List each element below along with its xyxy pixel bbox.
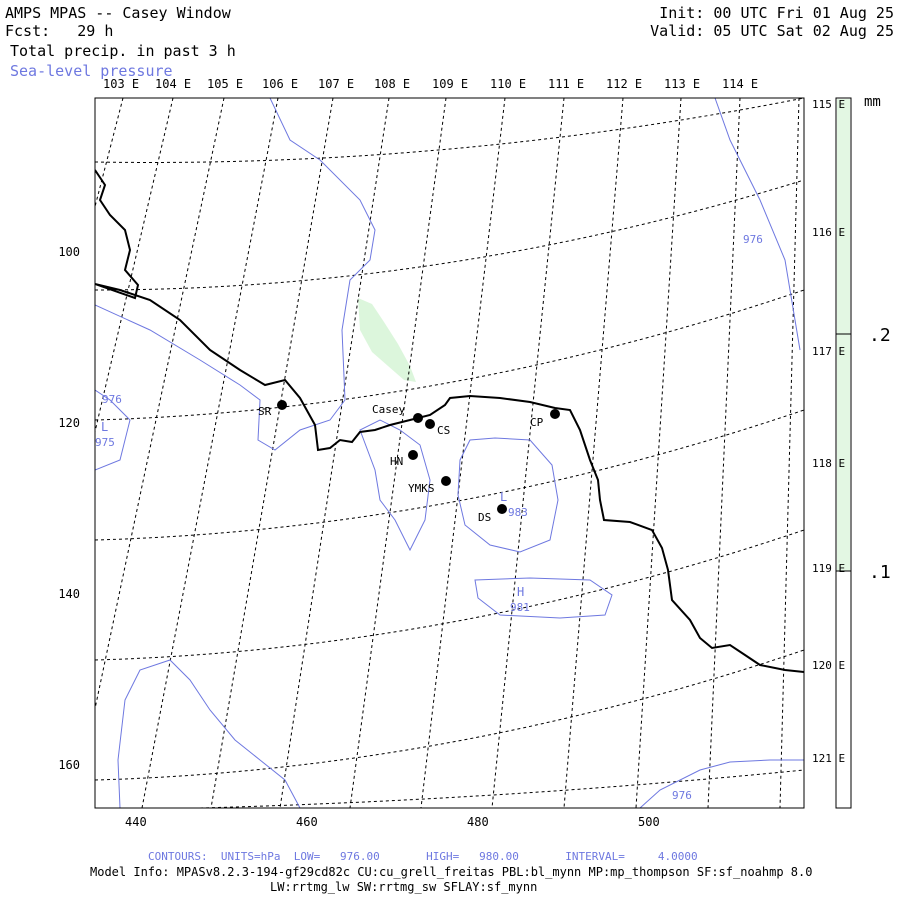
lon-label: 113 E: [664, 77, 701, 91]
parallel-lines: [95, 98, 804, 808]
lon-label: 103 E: [103, 77, 140, 91]
lon-label: 109 E: [432, 77, 469, 91]
x-tick: 480: [467, 815, 489, 829]
y-tick: 100: [58, 245, 80, 259]
lon-label: 107 E: [318, 77, 355, 91]
lat-label: 120 E: [812, 659, 846, 672]
station-label: Casey: [372, 403, 406, 416]
lon-label: 111 E: [548, 77, 585, 91]
station-label: DS: [478, 511, 492, 524]
y-tick: 160: [58, 758, 80, 772]
y-tick: 140: [58, 587, 80, 601]
low-marker: L: [500, 490, 508, 504]
x-tick: 500: [638, 815, 660, 829]
lon-label: 114 E: [722, 77, 759, 91]
lat-label: 121 E: [812, 752, 846, 765]
lat-label: 117 E: [812, 345, 846, 358]
pressure-contours: [95, 98, 804, 808]
station-label: CP: [530, 416, 544, 429]
lat-label: 115 E: [812, 98, 846, 111]
station-label: YMKS: [408, 482, 435, 495]
lat-label: 118 E: [812, 457, 846, 470]
model-info-2: LW:rrtmg_lw SW:rrtmg_sw SFLAY:sf_mynn: [270, 880, 538, 894]
contour-label: 983: [508, 506, 528, 519]
meridian-lines: [95, 98, 800, 808]
contour-label: 975: [95, 436, 115, 449]
colorbar-level: .2: [869, 325, 891, 346]
valid-time: Valid: 05 UTC Sat 02 Aug 25: [650, 22, 894, 40]
lon-label: 110 E: [490, 77, 527, 91]
precip-area: [358, 298, 416, 382]
forecast-hour: Fcst: 29 h: [5, 22, 114, 40]
x-tick: 460: [296, 815, 318, 829]
lon-label: 105 E: [207, 77, 244, 91]
station-markers: [277, 400, 560, 514]
station-label: CS: [437, 424, 451, 437]
contour-label: 976: [102, 393, 122, 406]
y-tick: 120: [58, 416, 80, 430]
station-label: SR: [258, 405, 272, 418]
contour-label: 976: [672, 789, 692, 802]
lon-label: 106 E: [262, 77, 299, 91]
contour-label: 981: [510, 601, 530, 614]
field-name: Total precip. in past 3 h: [10, 42, 236, 60]
colorbar-level: .1: [869, 562, 891, 583]
lon-label: 104 E: [155, 77, 192, 91]
coastline: [95, 169, 804, 673]
contour-info: CONTOURS: UNITS=hPa LOW= 976.00 HIGH= 98…: [148, 850, 698, 863]
lat-label: 119 E: [812, 562, 846, 575]
low-marker: L: [101, 420, 109, 434]
lat-label: 116 E: [812, 226, 846, 239]
map-title: AMPS MPAS -- Casey Window: [5, 4, 231, 22]
overlay-name: Sea-level pressure: [10, 62, 173, 80]
lon-label: 108 E: [374, 77, 411, 91]
contour-label: 976: [743, 233, 763, 246]
colorbar-unit: mm: [864, 94, 881, 110]
lon-label: 112 E: [606, 77, 643, 91]
init-time: Init: 00 UTC Fri 01 Aug 25: [659, 4, 894, 22]
high-marker: H: [517, 585, 525, 599]
station-label: HN: [390, 455, 404, 468]
model-info: Model Info: MPASv8.2.3-194-gf29cd82c CU:…: [90, 865, 813, 879]
x-tick: 440: [125, 815, 147, 829]
